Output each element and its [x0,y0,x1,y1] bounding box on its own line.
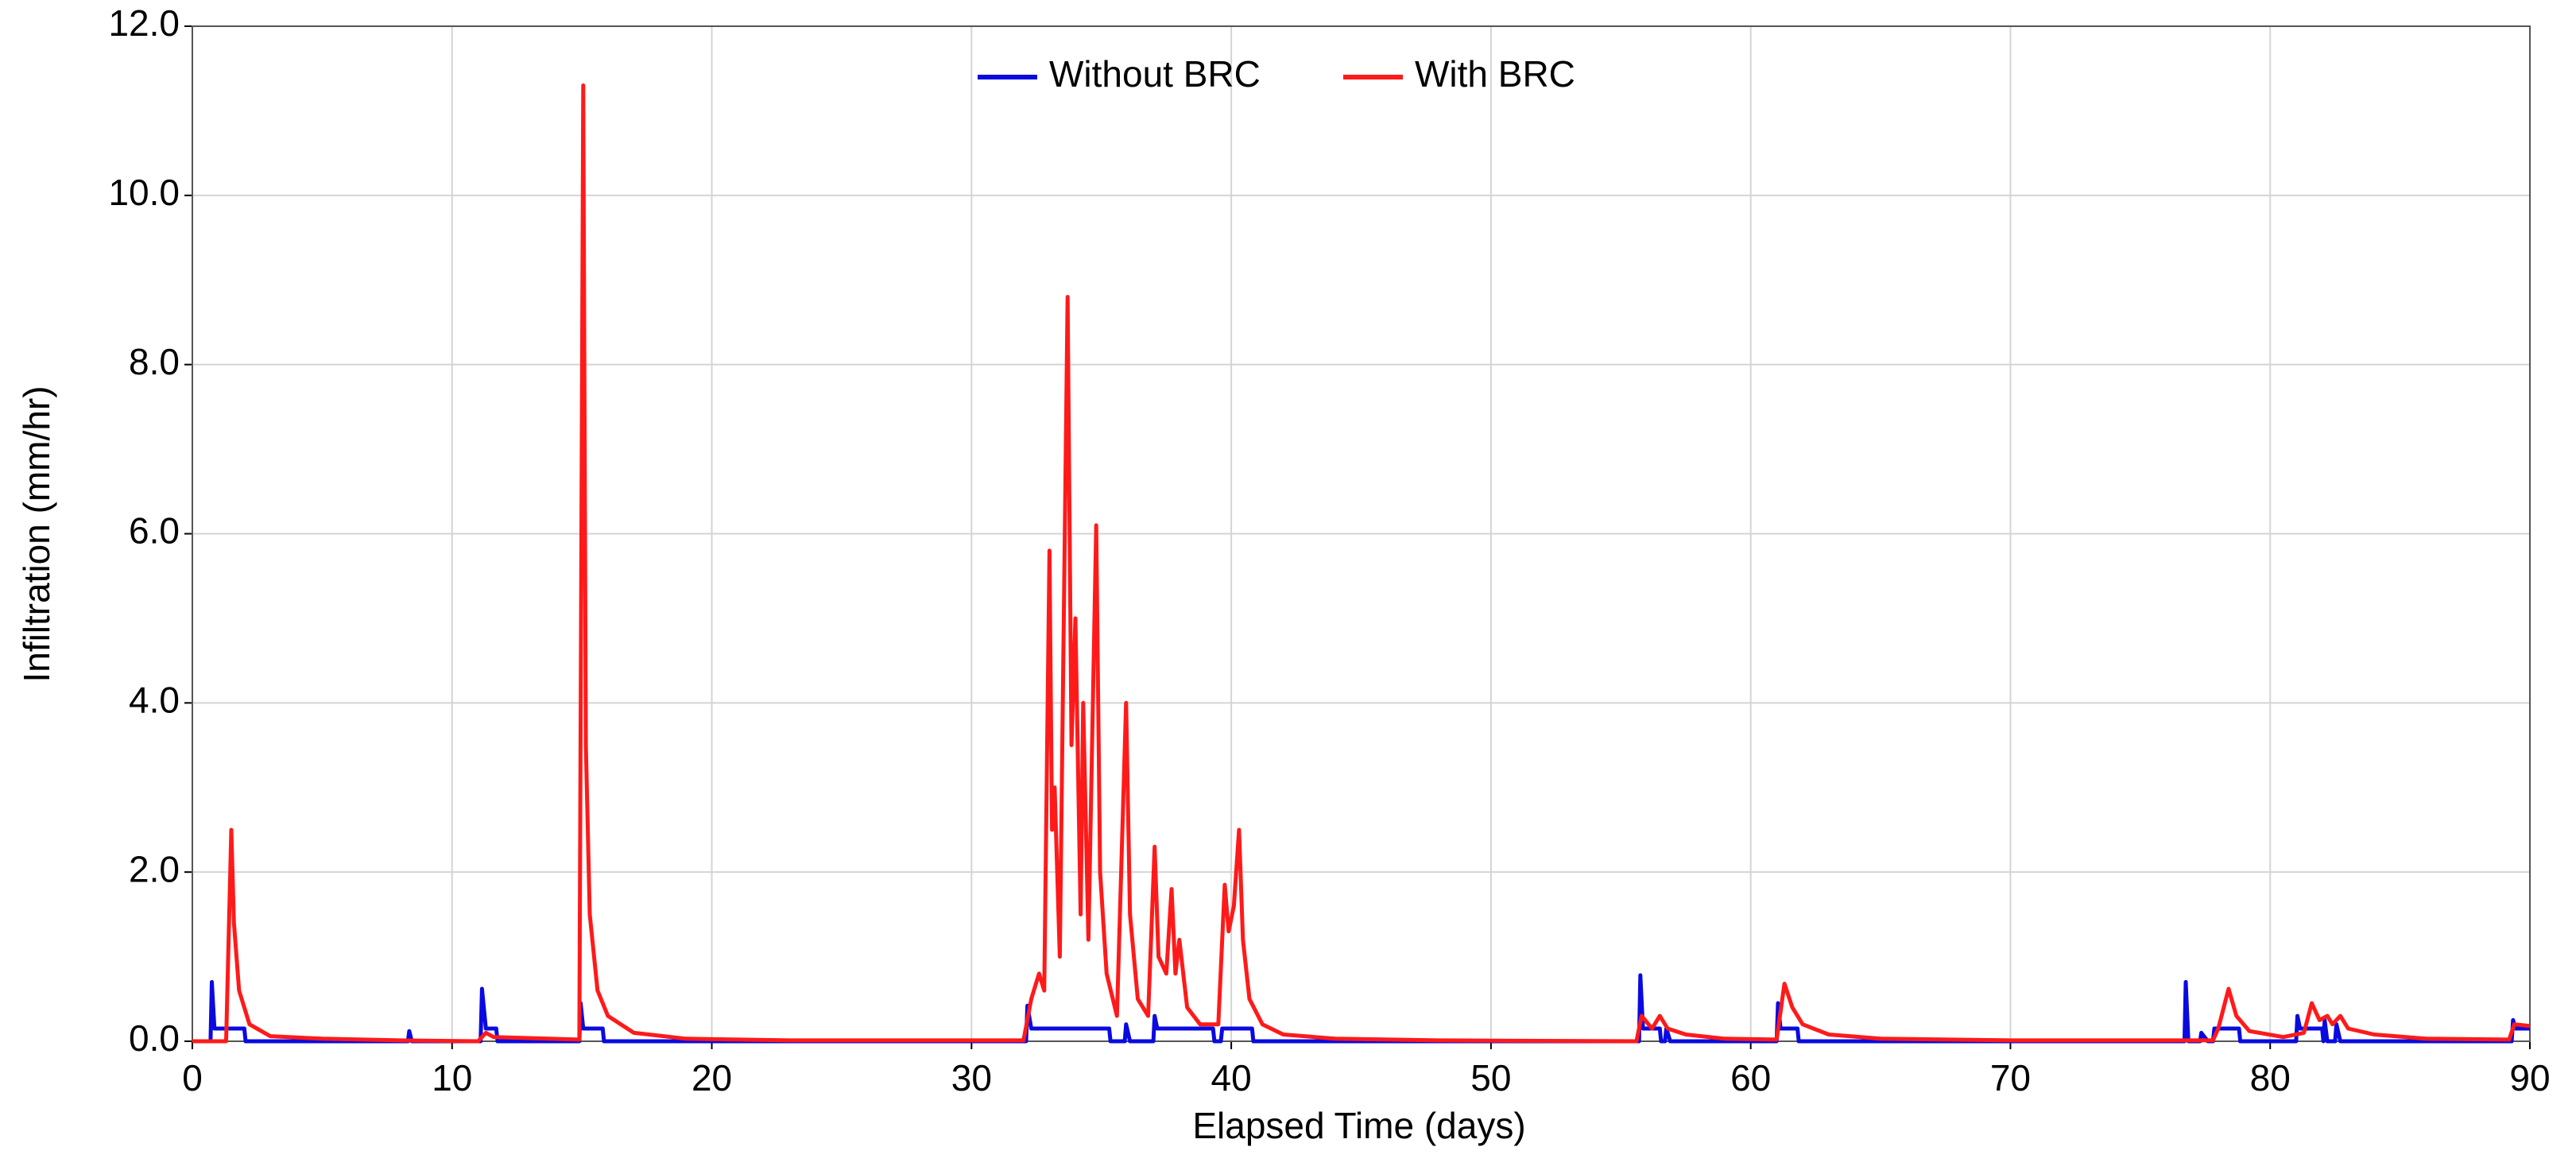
x-tick-label: 50 [1470,1057,1511,1098]
y-tick-label: 12.0 [108,2,180,44]
legend-label: With BRC [1415,53,1575,95]
x-tick-label: 60 [1730,1057,1771,1098]
y-tick-label: 10.0 [108,172,180,213]
x-axis-title: Elapsed Time (days) [1192,1105,1525,1146]
y-tick-label: 4.0 [129,679,180,720]
x-tick-label: 30 [951,1057,992,1098]
y-axis-title: Infiltration (mm/hr) [16,386,57,682]
x-tick-label: 0 [182,1057,203,1098]
x-tick-label: 20 [691,1057,732,1098]
x-tick-label: 40 [1211,1057,1252,1098]
y-tick-label: 8.0 [129,341,180,382]
x-tick-label: 70 [1990,1057,2031,1098]
x-tick-label: 10 [432,1057,472,1098]
legend-label: Without BRC [1049,53,1261,95]
data-line [192,973,2530,1044]
y-tick-label: 6.0 [129,510,180,552]
y-tick-label: 2.0 [129,848,180,889]
x-tick-label: 80 [2250,1057,2291,1098]
y-tick-label: 0.0 [129,1017,180,1059]
x-tick-label: 90 [2509,1057,2550,1098]
data-line [192,83,2531,1044]
